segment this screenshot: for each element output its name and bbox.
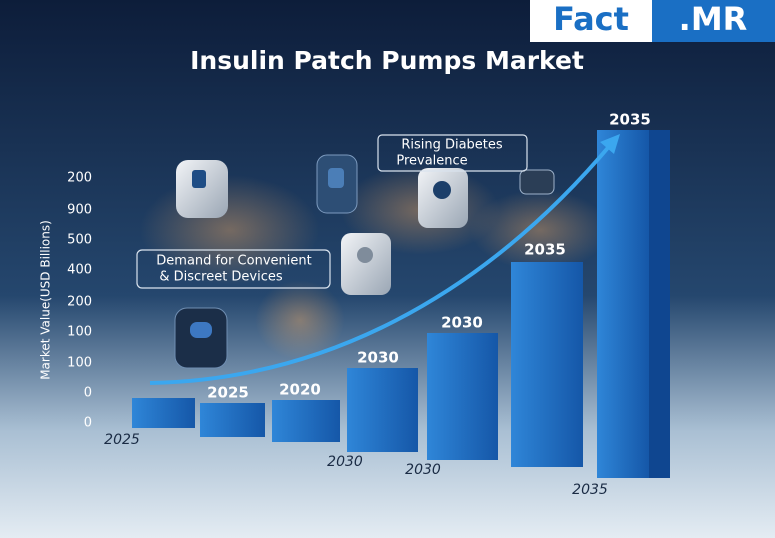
callout-text: Rising Diabetes	[401, 138, 503, 153]
x-label: 2030	[405, 462, 441, 478]
callout-text: Demand for Convenient	[156, 254, 311, 269]
y-label: 500	[67, 233, 92, 248]
y-label: 0	[84, 416, 92, 431]
callout-text: Prevalence	[396, 154, 467, 169]
x-label: 2025	[104, 432, 140, 448]
bars	[132, 130, 670, 478]
arrow-head	[600, 134, 620, 154]
bar-label: 2030	[357, 349, 399, 367]
y-label: 0	[84, 386, 92, 401]
callout-box	[377, 134, 528, 172]
callout-box	[136, 249, 331, 289]
y-label: 200	[67, 171, 92, 186]
y-label: 200	[67, 295, 92, 310]
bar-label: 2025	[207, 384, 249, 402]
logo-right-bg	[652, 0, 775, 42]
x-label: 2030	[327, 454, 363, 470]
bar-label: 2030	[441, 314, 483, 332]
title: Insulin Patch Pumps Market	[190, 46, 584, 75]
trend-arrow	[149, 141, 614, 385]
logo-right: .MR	[679, 0, 748, 38]
devices	[174, 154, 555, 369]
bar-labels: 2025 2020 2030 2030 2035 2035	[207, 111, 651, 402]
bar-label: 2020	[279, 381, 321, 399]
x-labels: 2025 2030 2030 2035	[104, 432, 608, 498]
logo-left-bg	[530, 0, 652, 42]
bar-label: 2035	[524, 241, 566, 259]
logo-left: Fact	[553, 0, 629, 38]
y-labels: 200 900 500 400 200 100 100 0 0	[67, 171, 92, 431]
x-label: 2035	[572, 482, 608, 498]
callout-text: & Discreet Devices	[159, 270, 283, 285]
y-axis-label: Market Value(USD Billions)	[39, 220, 53, 380]
y-label: 900	[67, 203, 92, 218]
y-label: 100	[67, 356, 92, 371]
bar-label: 2035	[609, 111, 651, 129]
y-label: 100	[67, 325, 92, 340]
y-label: 400	[67, 263, 92, 278]
